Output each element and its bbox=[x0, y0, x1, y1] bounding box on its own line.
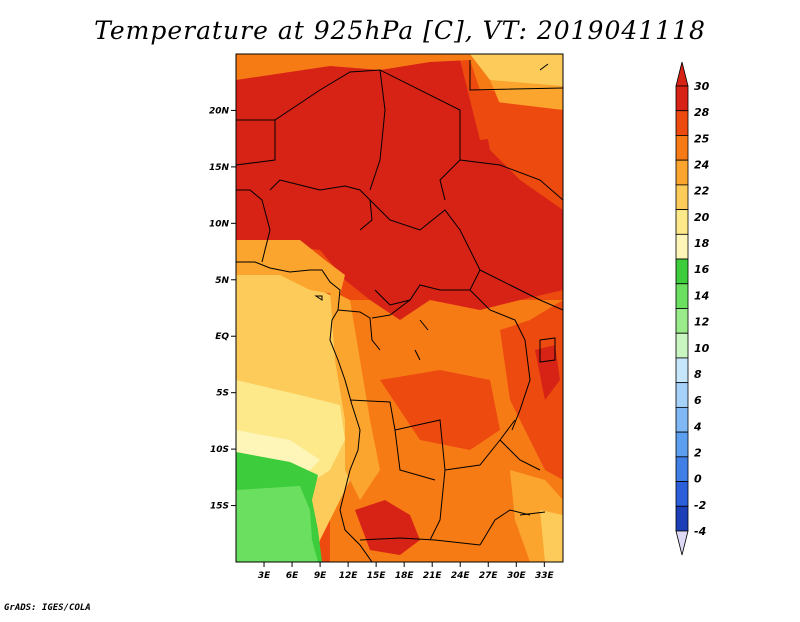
colorbar-segment bbox=[676, 259, 688, 284]
colorbar-segment bbox=[676, 432, 688, 457]
x-axis: 3E 6E 9E 12E 15E 18E 21E 24E 27E 30E 33E bbox=[258, 562, 555, 581]
colorbar-label: -4 bbox=[694, 525, 706, 538]
colorbar-segment bbox=[676, 160, 688, 185]
y-axis: 20N 15N 10N 5N EQ 5S 10S 15S bbox=[209, 106, 236, 511]
y-tick-label: 20N bbox=[209, 106, 230, 116]
colorbar-label: 16 bbox=[694, 263, 710, 276]
x-tick-label: 12E bbox=[339, 571, 359, 581]
colorbar-segment bbox=[676, 457, 688, 482]
colorbar-label: 0 bbox=[694, 473, 702, 486]
colorbar-high-cap bbox=[676, 62, 688, 86]
colorbar-segment bbox=[676, 506, 688, 531]
x-tick-label: 6E bbox=[286, 571, 299, 581]
colorbar-segment bbox=[676, 86, 688, 111]
colorbar-label: 6 bbox=[694, 394, 702, 407]
colorbar-label: 18 bbox=[694, 237, 710, 250]
x-tick-label: 9E bbox=[314, 571, 327, 581]
colorbar-segment bbox=[676, 482, 688, 507]
colorbar-segment bbox=[676, 210, 688, 235]
colorbar-segment bbox=[676, 185, 688, 210]
y-tick-label: EQ bbox=[215, 332, 229, 342]
x-tick-label: 33E bbox=[535, 571, 555, 581]
colorbar-label: 28 bbox=[694, 106, 710, 119]
colorbar-label: 12 bbox=[694, 316, 710, 329]
colorbar-label: -2 bbox=[694, 499, 707, 512]
y-tick-label: 10S bbox=[210, 445, 229, 455]
x-tick-label: 30E bbox=[507, 571, 527, 581]
colorbar-segment bbox=[676, 383, 688, 408]
y-tick-label: 15N bbox=[209, 163, 230, 173]
footer-credit: GrADS: IGES/COLA bbox=[4, 603, 91, 613]
y-tick-label: 5N bbox=[215, 276, 229, 286]
colorbar-label: 10 bbox=[694, 342, 710, 355]
colorbar-segment bbox=[676, 234, 688, 259]
y-tick-label: 5S bbox=[216, 389, 229, 399]
colorbar-segment bbox=[676, 111, 688, 136]
colorbar-label: 30 bbox=[694, 80, 710, 93]
x-tick-label: 24E bbox=[451, 571, 471, 581]
x-tick-label: 15E bbox=[367, 571, 387, 581]
x-tick-label: 21E bbox=[423, 571, 443, 581]
x-tick-label: 27E bbox=[479, 571, 499, 581]
colorbar-label: 8 bbox=[694, 368, 702, 381]
colorbar-label: 24 bbox=[694, 159, 709, 172]
x-tick-label: 3E bbox=[258, 571, 271, 581]
colorbar-label: 4 bbox=[693, 420, 702, 433]
colorbar-label: 25 bbox=[694, 132, 710, 145]
y-tick-label: 15S bbox=[210, 502, 229, 512]
colorbar-label: 14 bbox=[694, 289, 709, 302]
colorbar-segment bbox=[676, 333, 688, 358]
colorbar-segment bbox=[676, 135, 688, 160]
colorbar-low-cap bbox=[676, 531, 688, 555]
x-tick-label: 18E bbox=[395, 571, 415, 581]
colorbar-segment bbox=[676, 284, 688, 309]
y-tick-label: 10N bbox=[209, 219, 230, 229]
colorbar-segment bbox=[676, 358, 688, 383]
colorbar-label: 22 bbox=[694, 185, 710, 198]
colorbar-label: 2 bbox=[694, 446, 702, 459]
colorbar-segment bbox=[676, 309, 688, 334]
colorbar-label: 20 bbox=[694, 211, 710, 224]
colorbar-segment bbox=[676, 407, 688, 432]
